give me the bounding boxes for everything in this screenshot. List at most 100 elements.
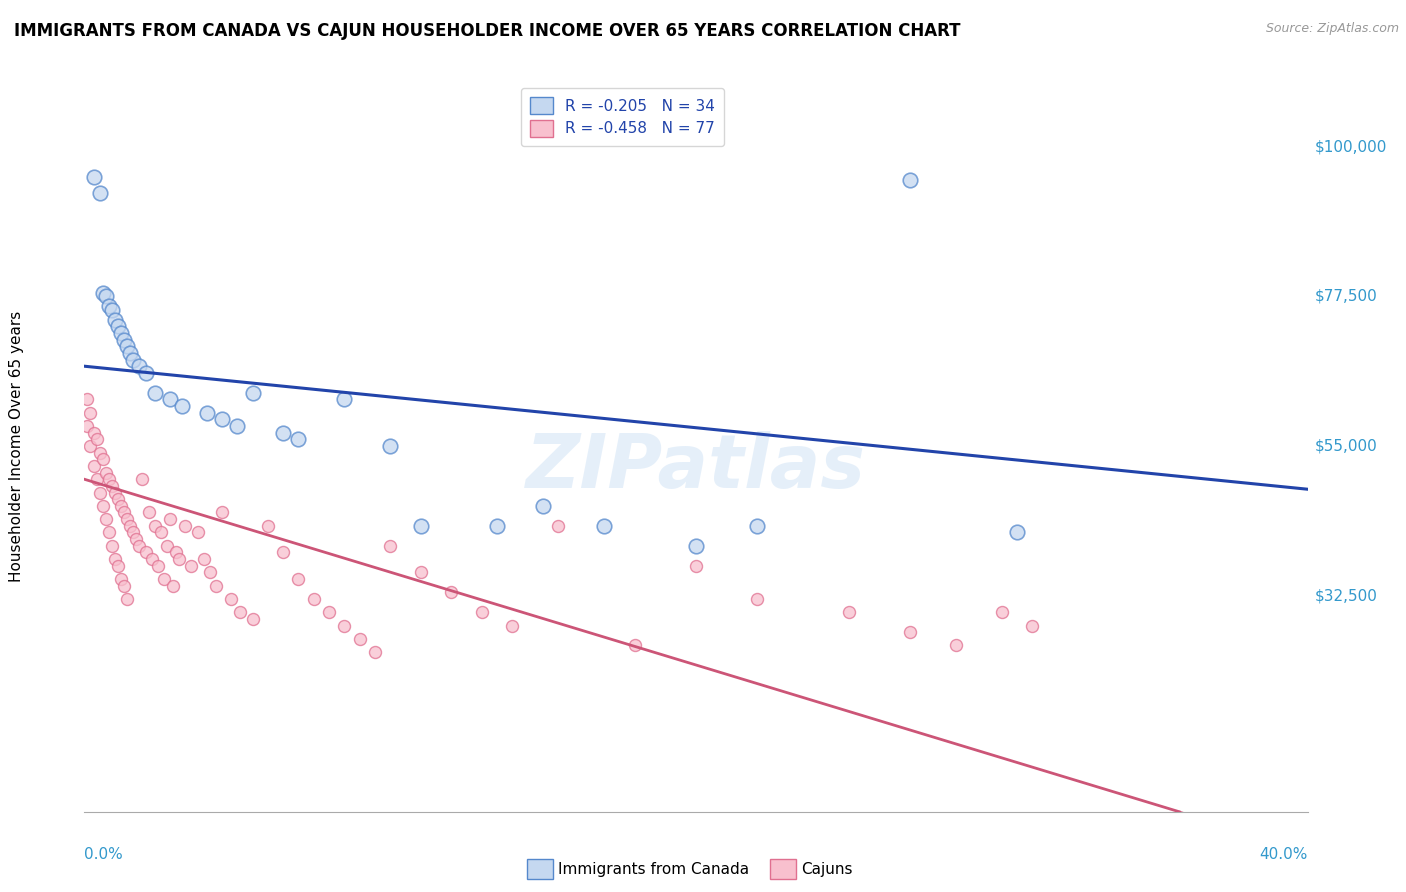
Point — [945, 639, 967, 653]
Text: $77,500: $77,500 — [1315, 289, 1378, 304]
Point — [1021, 618, 1043, 632]
Point — [502, 618, 524, 632]
Point — [76, 392, 98, 407]
Point — [115, 591, 138, 606]
Point — [898, 625, 921, 640]
Point — [174, 518, 197, 533]
Point — [440, 585, 463, 599]
Point — [89, 485, 111, 500]
Point — [271, 545, 294, 559]
Point — [135, 366, 157, 380]
Point — [211, 412, 233, 426]
Point — [110, 572, 132, 586]
Text: Immigrants from Canada: Immigrants from Canada — [558, 863, 749, 877]
Point — [107, 319, 129, 334]
Point — [349, 632, 371, 646]
Point — [471, 605, 494, 619]
Point — [162, 579, 184, 593]
Point — [685, 539, 707, 553]
Point — [91, 499, 114, 513]
Point — [195, 406, 218, 420]
Point — [593, 518, 616, 533]
Point — [531, 499, 554, 513]
Text: $32,500: $32,500 — [1315, 588, 1378, 603]
Point — [83, 458, 105, 473]
Point — [380, 439, 402, 453]
Point — [110, 326, 132, 340]
Point — [156, 539, 179, 553]
Point — [104, 552, 127, 566]
Point — [115, 512, 138, 526]
Text: Householder Income Over 65 years: Householder Income Over 65 years — [10, 310, 24, 582]
Point — [838, 605, 860, 619]
Point — [547, 518, 569, 533]
Point — [79, 406, 101, 420]
Text: 40.0%: 40.0% — [1260, 847, 1308, 863]
Point — [79, 439, 101, 453]
Point — [167, 552, 190, 566]
Point — [1005, 525, 1028, 540]
Point — [159, 512, 181, 526]
Point — [89, 445, 111, 459]
Point — [211, 506, 233, 520]
Point — [94, 512, 117, 526]
Point — [101, 302, 124, 317]
Point — [101, 479, 124, 493]
Text: 0.0%: 0.0% — [84, 847, 124, 863]
Point — [138, 506, 160, 520]
Point — [146, 558, 169, 573]
Point — [101, 539, 124, 553]
Point — [747, 591, 769, 606]
Point — [83, 169, 105, 184]
Point — [135, 545, 157, 559]
Point — [97, 472, 120, 486]
Point — [198, 566, 221, 580]
Point — [143, 518, 166, 533]
Point — [898, 173, 921, 187]
Point — [409, 566, 432, 580]
Point — [104, 312, 127, 326]
Point — [107, 492, 129, 507]
Point — [302, 591, 325, 606]
Point — [165, 545, 187, 559]
Text: $55,000: $55,000 — [1315, 439, 1378, 453]
Point — [180, 558, 202, 573]
Point — [685, 558, 707, 573]
Point — [112, 506, 135, 520]
Point — [128, 539, 150, 553]
Point — [991, 605, 1014, 619]
Point — [287, 433, 309, 447]
Point — [97, 299, 120, 313]
Legend: R = -0.205   N = 34, R = -0.458   N = 77: R = -0.205 N = 34, R = -0.458 N = 77 — [520, 88, 724, 145]
Text: ZIPatlas: ZIPatlas — [526, 432, 866, 505]
Point — [120, 346, 142, 360]
Point — [242, 612, 264, 626]
Point — [333, 392, 356, 407]
Text: $100,000: $100,000 — [1315, 139, 1386, 154]
Point — [107, 558, 129, 573]
Point — [97, 525, 120, 540]
Point — [287, 572, 309, 586]
Point — [128, 359, 150, 374]
Point — [91, 286, 114, 301]
Point — [125, 532, 148, 546]
Point — [86, 433, 108, 447]
Point — [89, 186, 111, 201]
Text: Source: ZipAtlas.com: Source: ZipAtlas.com — [1265, 22, 1399, 36]
Point — [219, 591, 242, 606]
Point — [86, 472, 108, 486]
Point — [333, 618, 356, 632]
Point — [76, 419, 98, 434]
Text: IMMIGRANTS FROM CANADA VS CAJUN HOUSEHOLDER INCOME OVER 65 YEARS CORRELATION CHA: IMMIGRANTS FROM CANADA VS CAJUN HOUSEHOL… — [14, 22, 960, 40]
Point — [91, 452, 114, 467]
Point — [318, 605, 340, 619]
Point — [112, 579, 135, 593]
Point — [153, 572, 176, 586]
Point — [242, 385, 264, 400]
Point — [115, 339, 138, 353]
Point — [205, 579, 228, 593]
Point — [747, 518, 769, 533]
Point — [110, 499, 132, 513]
Point — [122, 525, 145, 540]
Point — [271, 425, 294, 440]
